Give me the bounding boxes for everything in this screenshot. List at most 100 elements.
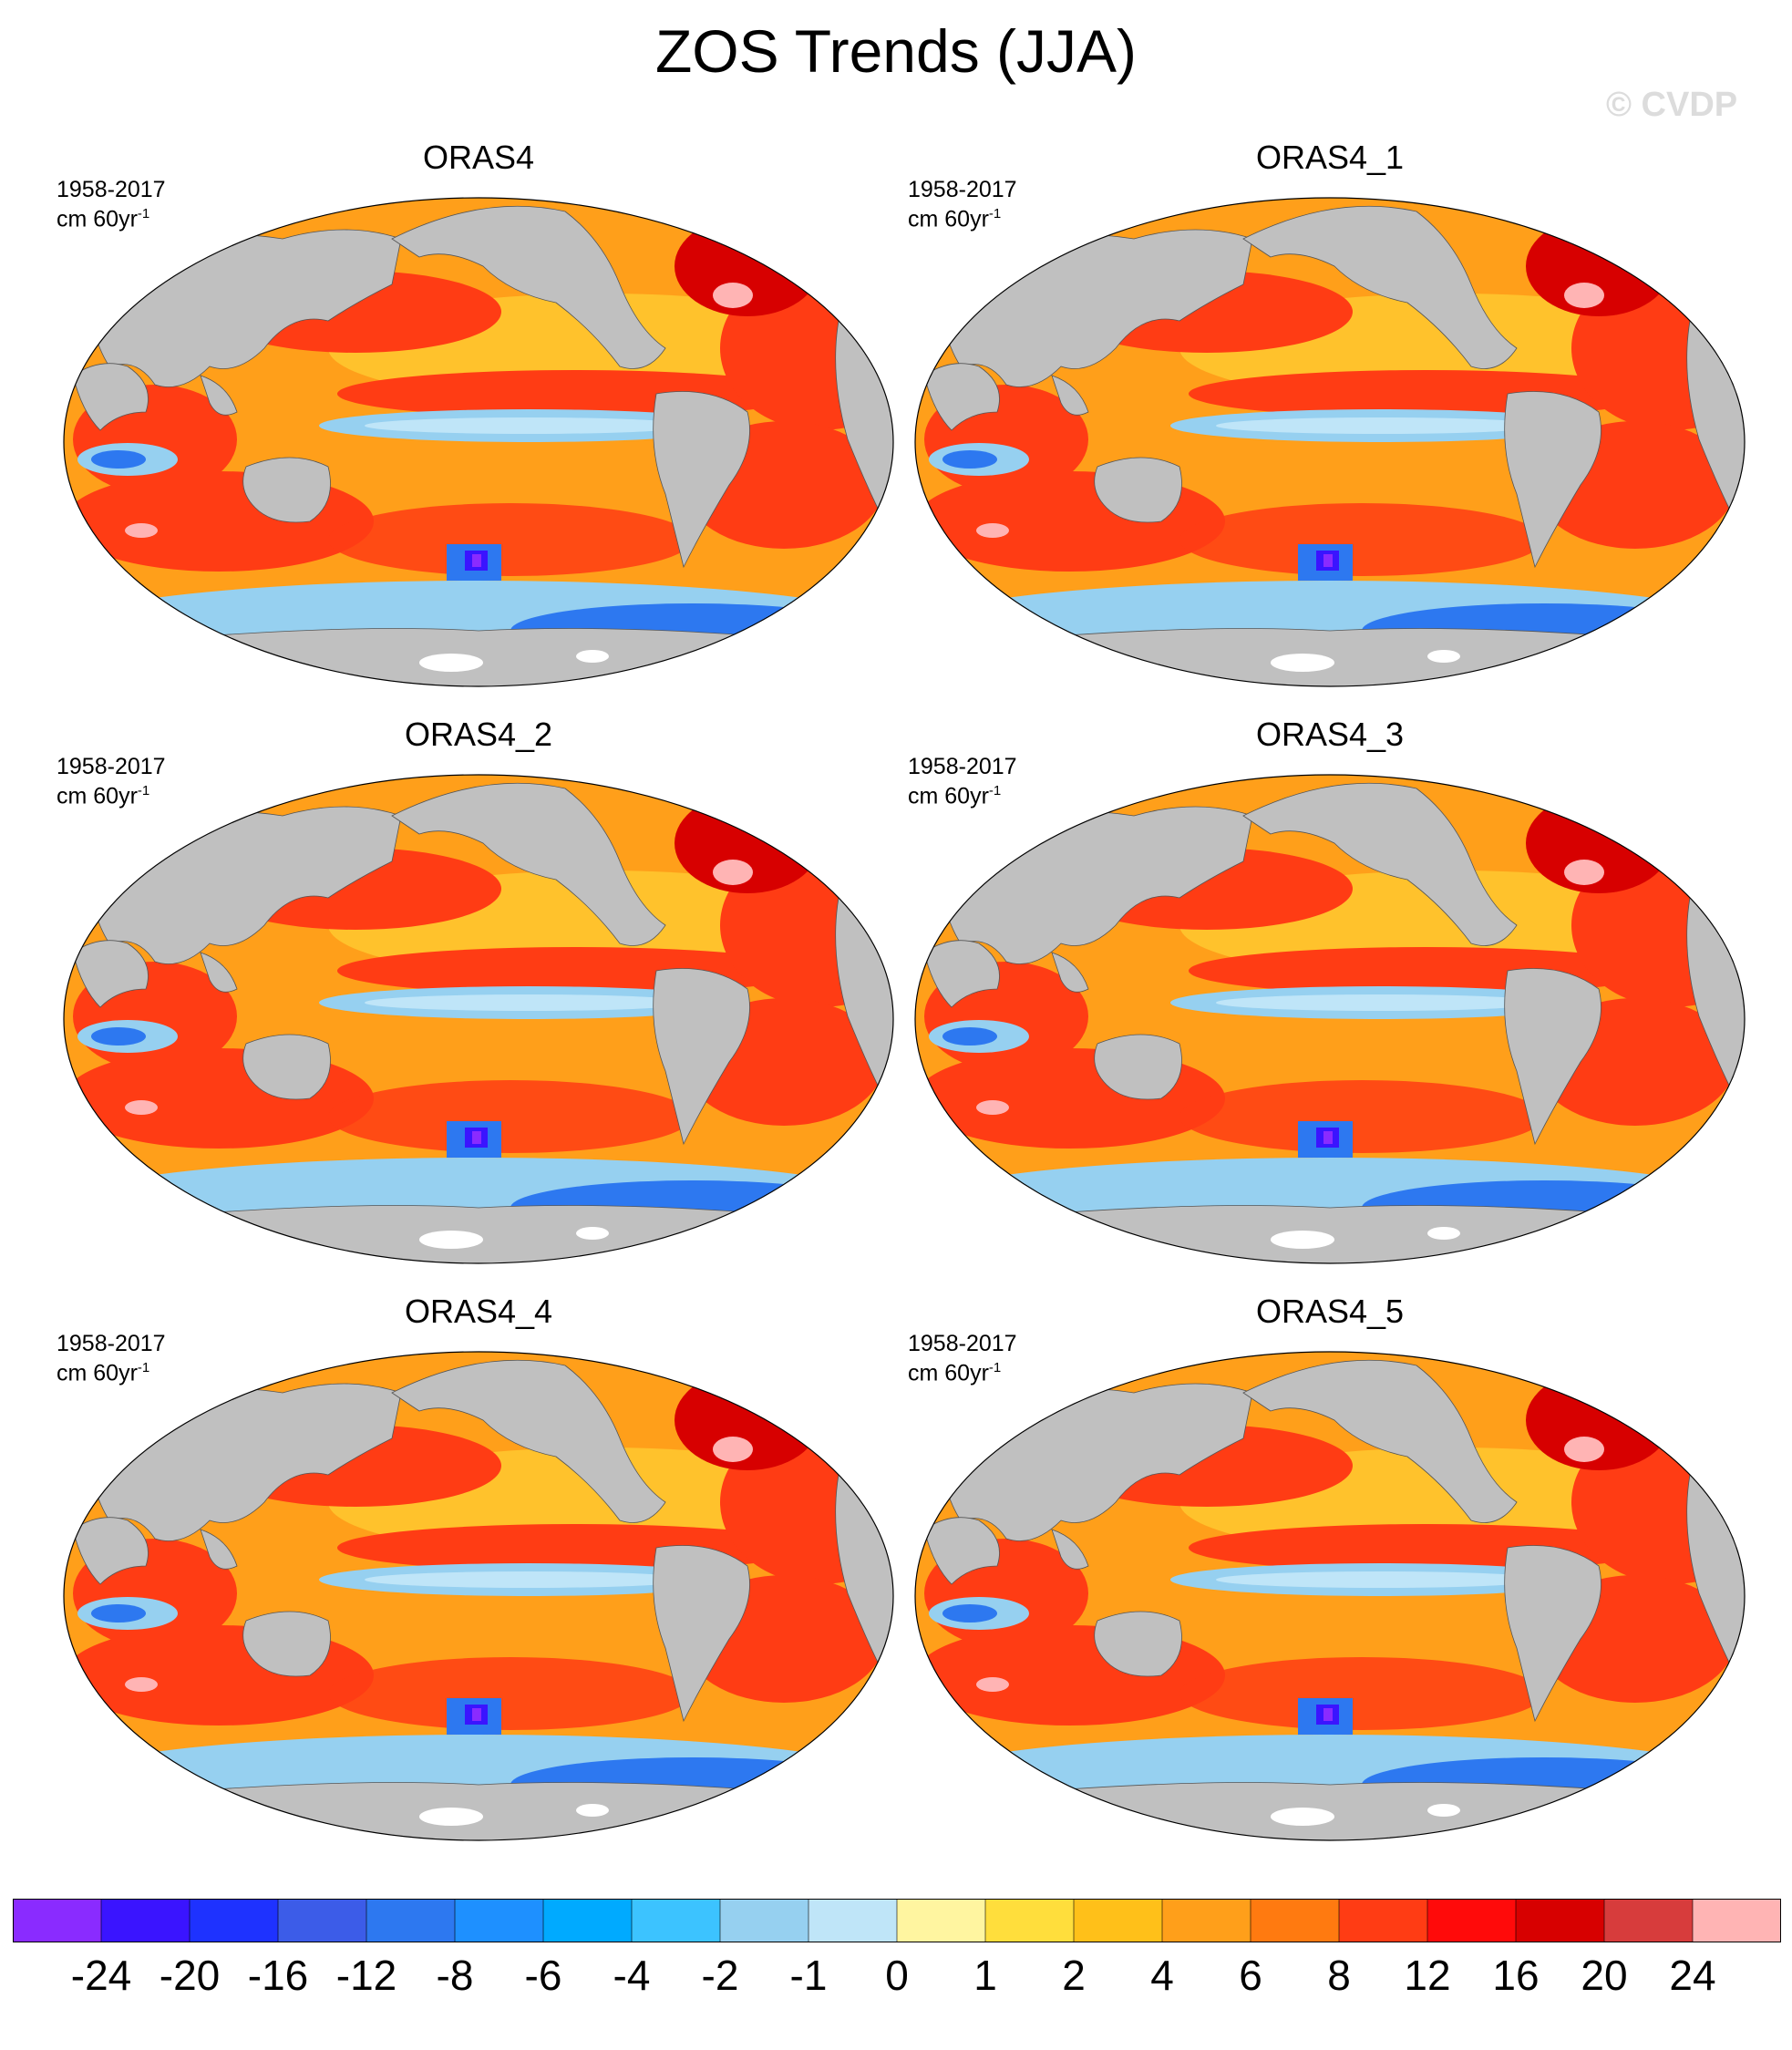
- panel-units: cm 60yr-1: [908, 206, 1002, 232]
- gulf-stream-pink: [713, 860, 753, 885]
- panel-title: ORAS4_3: [1255, 716, 1405, 753]
- africa-east-land: [923, 940, 1000, 1008]
- colorbar-tick-label: -16: [247, 1952, 309, 1999]
- weddell-ice-shelf: [1427, 1804, 1460, 1817]
- equatorial-core: [1216, 417, 1544, 434]
- colorbar-swatch: [985, 1899, 1075, 1942]
- ross-gyre-core: [472, 1708, 481, 1721]
- ross-gyre-core: [472, 554, 481, 567]
- south-indian-pink: [125, 523, 158, 538]
- map-content: [915, 198, 1745, 686]
- south-indian-pink: [976, 1677, 1009, 1692]
- indian-blue-patch: [91, 450, 146, 469]
- southeast-asia-land: [200, 952, 238, 993]
- colorbar-swatch: [808, 1899, 898, 1942]
- colorbar-tick-label: -2: [701, 1952, 739, 1999]
- arctic-strip: [1125, 1293, 1562, 1313]
- map-panel-oras4-5: ORAS4_5 1958-2017 cm 60yr-1: [906, 1293, 1754, 1853]
- colorbar-tick-label: 24: [1669, 1952, 1716, 1999]
- world-map: [914, 716, 1746, 1264]
- equatorial-core: [1216, 1571, 1544, 1588]
- ross-ice-shelf: [1271, 1231, 1334, 1249]
- north-america-land: [1242, 205, 1518, 369]
- arctic-strip-deep: [328, 716, 438, 736]
- map-outline: [914, 1351, 1746, 1841]
- south-pacific-warm: [328, 503, 693, 576]
- map-outline: [63, 197, 894, 687]
- panel-period: 1958-2017: [57, 754, 166, 779]
- south-pacific-warm: [1179, 503, 1544, 576]
- greenland-europe-land: [765, 198, 849, 240]
- colorbar-tick-label: 6: [1239, 1952, 1262, 1999]
- greenland-europe-land: [1616, 775, 1700, 817]
- africa-east-land: [72, 363, 149, 431]
- map-outline: [63, 774, 894, 1264]
- indian-blue-patch: [91, 1604, 146, 1622]
- africa-east-land: [923, 363, 1000, 431]
- colorbar-tick-label: -24: [70, 1952, 132, 1999]
- north-america-land: [391, 1359, 666, 1523]
- panel-period: 1958-2017: [908, 1331, 1017, 1356]
- indian-blue-patch: [942, 1027, 997, 1046]
- south-america-land: [1504, 968, 1601, 1146]
- cvdp-watermark: © CVDP: [1606, 86, 1738, 124]
- colorbar-swatch: [543, 1899, 633, 1942]
- world-map: [63, 716, 894, 1264]
- world-map: [914, 1293, 1746, 1841]
- south-pacific-warm: [328, 1080, 693, 1153]
- ross-ice-shelf: [419, 654, 483, 672]
- weddell-ice-shelf: [1427, 650, 1460, 663]
- arctic-strip: [1125, 716, 1562, 736]
- southeast-asia-land: [1051, 375, 1089, 416]
- colorbar-swatch: [13, 1899, 102, 1942]
- gulf-stream-pink: [1564, 283, 1604, 308]
- colorbar-tick-label: 16: [1492, 1952, 1540, 1999]
- world-map: [63, 197, 894, 687]
- southeast-asia-land: [200, 1529, 238, 1570]
- arctic-strip: [273, 1293, 711, 1313]
- colorbar-swatch: [366, 1899, 456, 1942]
- colorbar-swatch: [1516, 1899, 1605, 1942]
- equatorial-core: [365, 994, 693, 1011]
- map-content: [64, 198, 893, 686]
- colorbar: [13, 1899, 1781, 1942]
- map-panel-oras4-2: ORAS4_2 1958-2017 cm 60yr-1: [55, 716, 902, 1276]
- colorbar-tick-label: -8: [436, 1952, 474, 1999]
- south-pacific-warm: [1179, 1080, 1544, 1153]
- australia-land: [242, 1034, 331, 1100]
- south-pacific-warm: [328, 1657, 693, 1730]
- greenland-europe-land: [765, 1352, 849, 1394]
- southeast-asia-land: [1051, 1529, 1089, 1570]
- ross-ice-shelf: [419, 1808, 483, 1826]
- panel-title: ORAS4_5: [1255, 1293, 1405, 1330]
- colorbar-tick-label: -1: [789, 1952, 828, 1999]
- ross-gyre-core: [1323, 554, 1333, 567]
- south-america-land: [653, 391, 750, 569]
- panel-title: ORAS4_4: [404, 1293, 553, 1330]
- greenland-europe-land: [765, 775, 849, 817]
- south-pacific-warm: [1179, 1657, 1544, 1730]
- north-america-land: [1242, 1359, 1518, 1523]
- equatorial-core: [365, 417, 693, 434]
- panel-units: cm 60yr-1: [908, 1360, 1002, 1386]
- weddell-ice-shelf: [1427, 1227, 1460, 1240]
- colorbar-tick-label: -20: [159, 1952, 221, 1999]
- panel-period: 1958-2017: [57, 177, 166, 202]
- world-map: [914, 197, 1746, 687]
- indian-blue-patch: [91, 1027, 146, 1046]
- arctic-strip-deep: [328, 1293, 438, 1313]
- panel-title: ORAS4_1: [1255, 139, 1405, 176]
- panel-units: cm 60yr-1: [57, 783, 150, 809]
- south-america-land: [653, 1545, 750, 1723]
- africa-east-land: [72, 940, 149, 1008]
- colorbar-swatch: [101, 1899, 191, 1942]
- map-content: [915, 1293, 1745, 1840]
- map-content: [64, 1293, 893, 1840]
- colorbar-tick-label: 0: [885, 1952, 909, 1999]
- colorbar-swatch: [1251, 1899, 1340, 1942]
- south-indian-pink: [125, 1100, 158, 1115]
- ross-gyre-core: [1323, 1131, 1333, 1144]
- world-map: [63, 1293, 894, 1841]
- panel-title: ORAS4_2: [404, 716, 553, 753]
- arctic-strip-deep: [1179, 716, 1289, 736]
